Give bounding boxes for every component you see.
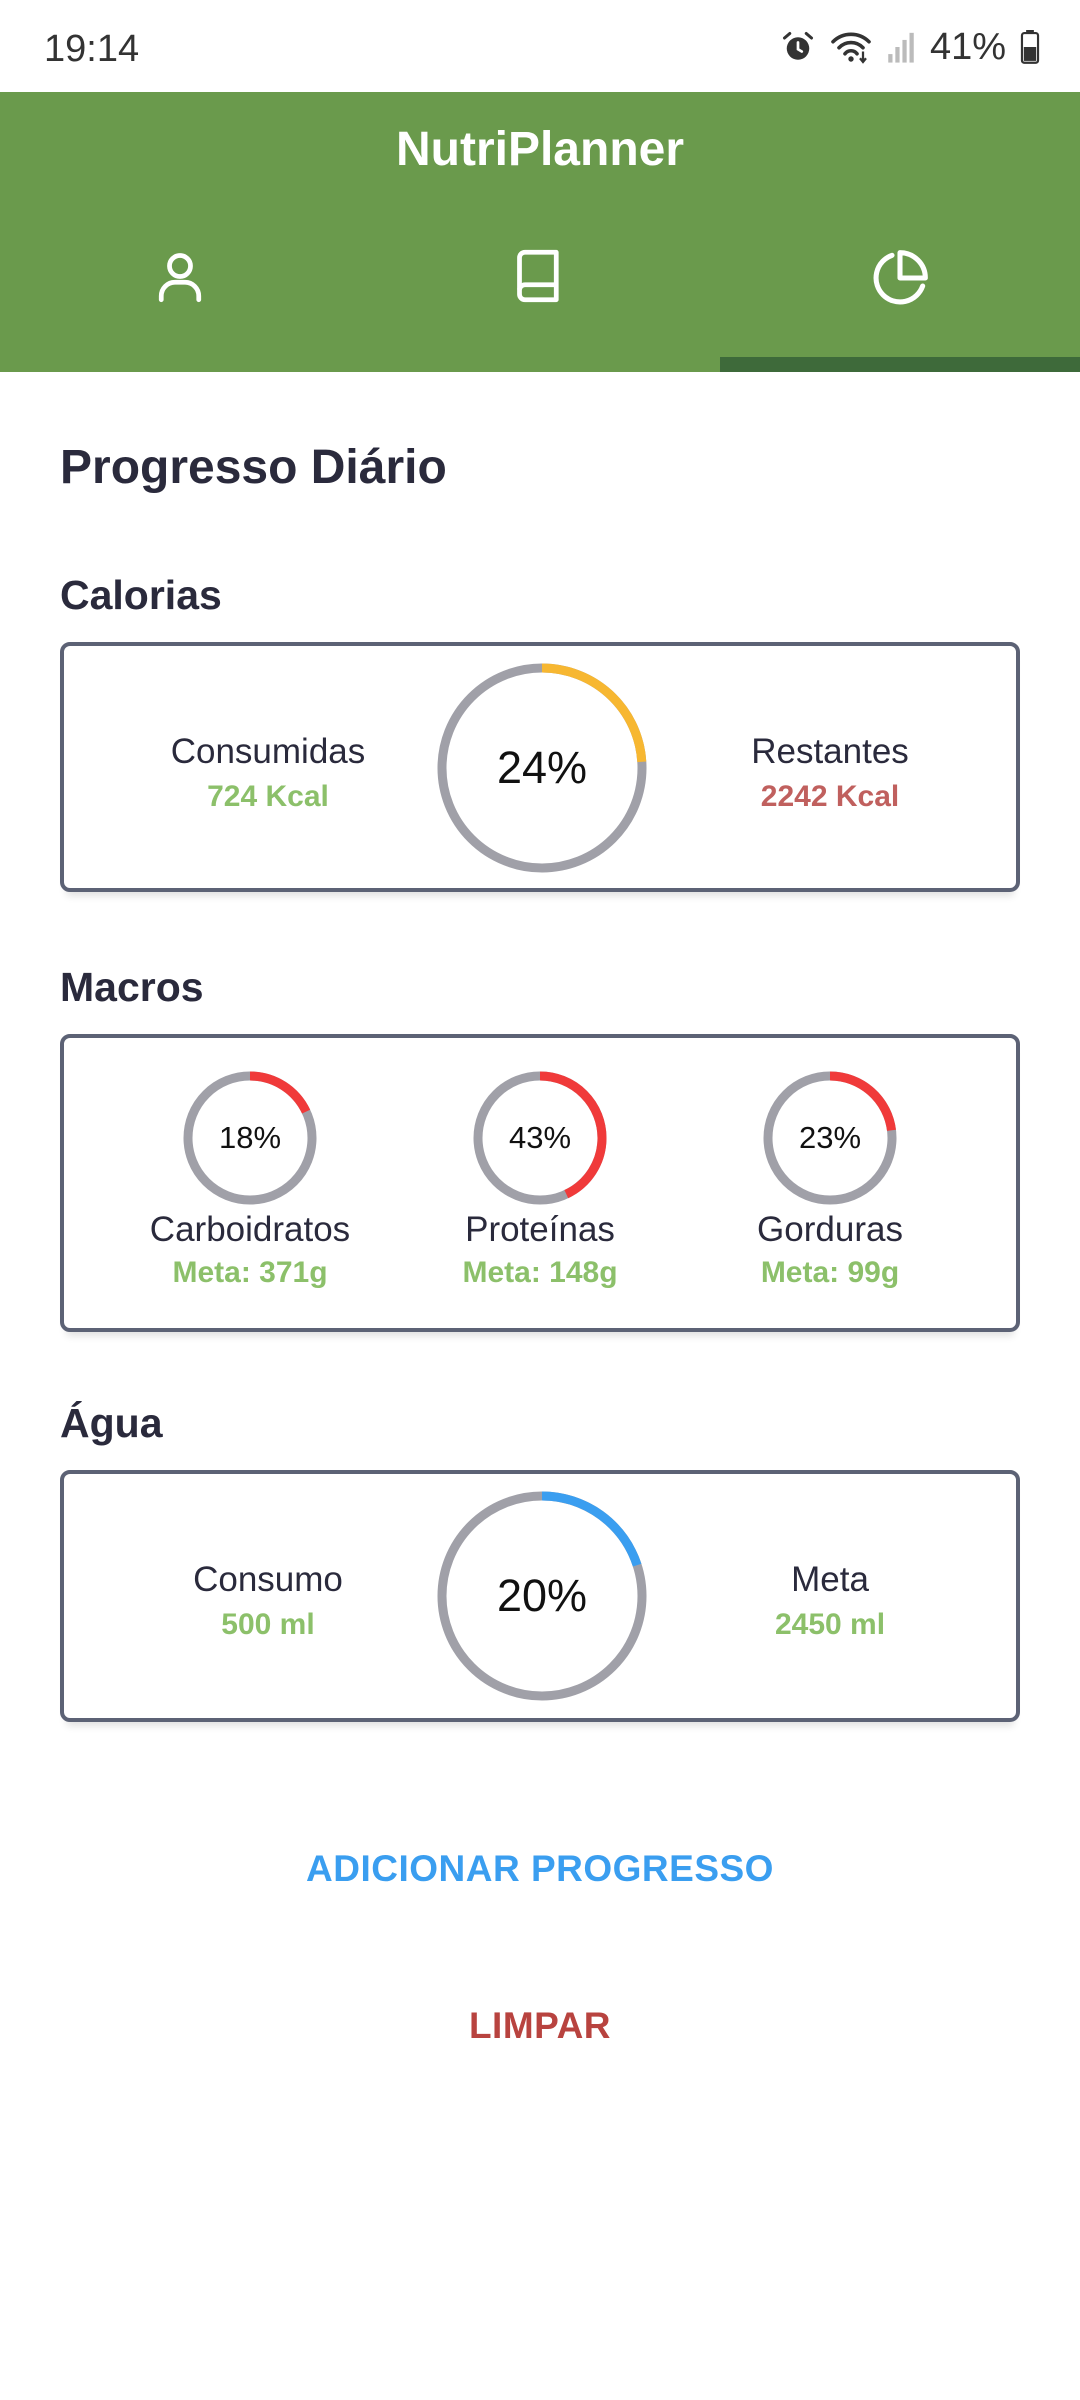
water-consumed-label: Consumo — [193, 1560, 343, 1599]
calories-percent: 24% — [496, 742, 588, 793]
clear-button[interactable]: LIMPAR — [468, 2005, 612, 2046]
alarm-icon — [782, 32, 813, 60]
wifi-icon — [831, 32, 871, 64]
calories-card: Consumidas 724 Kcal 24% Restantes 2242 K… — [60, 642, 1020, 892]
calories-consumed: Consumidas 724 Kcal — [118, 732, 418, 814]
macros-card: 18% Carboidratos Meta: 371g 43% Proteína… — [60, 1034, 1020, 1332]
water-percent: 20% — [496, 1570, 588, 1621]
water-goal-value: 2450 ml — [774, 1608, 886, 1641]
calories-remaining-label: Restantes — [751, 732, 909, 771]
calories-progress-ring: 24% — [436, 662, 648, 874]
signal-icon — [888, 32, 914, 63]
water-goal: Meta 2450 ml — [680, 1560, 980, 1642]
pie-chart-icon — [873, 250, 928, 305]
tab-progress[interactable] — [720, 242, 1080, 372]
user-icon — [158, 253, 202, 303]
tab-selected-indicator — [720, 357, 1080, 372]
water-goal-label: Meta — [791, 1560, 869, 1599]
protein-goal: Meta: 148g — [462, 1256, 618, 1289]
app-title: NutriPlanner — [395, 123, 685, 176]
carbs-info: Carboidratos Meta: 371g — [100, 1210, 400, 1290]
page-title: Progresso Diário — [60, 441, 447, 494]
carbs-progress-ring: 18% — [182, 1070, 318, 1206]
carbs-percent: 18% — [218, 1120, 282, 1155]
calories-remaining: Restantes 2242 Kcal — [680, 732, 980, 814]
protein-percent: 43% — [508, 1120, 572, 1155]
fat-label: Gorduras — [757, 1210, 903, 1249]
fat-progress-ring: 23% — [762, 1070, 898, 1206]
protein-info: Proteínas Meta: 148g — [390, 1210, 690, 1290]
water-consumed: Consumo 500 ml — [118, 1560, 418, 1642]
carbs-goal: Meta: 371g — [172, 1256, 328, 1289]
macros-heading: Macros — [60, 964, 204, 1010]
status-time: 19:14 — [44, 28, 140, 70]
app-header: NutriPlanner — [0, 92, 1080, 372]
water-heading: Água — [60, 1400, 163, 1446]
fat-goal: Meta: 99g — [760, 1256, 900, 1289]
battery-icon — [1020, 30, 1040, 64]
tab-diary[interactable] — [360, 242, 720, 372]
calories-remaining-value: 2242 Kcal — [760, 780, 900, 813]
calories-consumed-label: Consumidas — [170, 732, 366, 771]
fat-info: Gorduras Meta: 99g — [680, 1210, 980, 1290]
tab-profile[interactable] — [0, 242, 360, 372]
status-icons: 41% — [780, 22, 1040, 72]
add-progress-button[interactable]: ADICIONAR PROGRESSO — [306, 1848, 774, 1889]
water-progress-ring: 20% — [436, 1490, 648, 1702]
water-consumed-value: 500 ml — [221, 1608, 315, 1641]
status-bar: 19:14 41% — [0, 0, 1080, 92]
carbs-label: Carboidratos — [149, 1210, 351, 1249]
protein-label: Proteínas — [465, 1210, 615, 1249]
battery-percent: 41% — [929, 25, 1006, 68]
fat-percent: 23% — [798, 1120, 862, 1155]
protein-progress-ring: 43% — [472, 1070, 608, 1206]
water-card: Consumo 500 ml 20% Meta 2450 ml — [60, 1470, 1020, 1722]
calories-heading: Calorias — [60, 572, 222, 618]
book-icon — [517, 249, 559, 303]
calories-consumed-value: 724 Kcal — [207, 780, 329, 813]
